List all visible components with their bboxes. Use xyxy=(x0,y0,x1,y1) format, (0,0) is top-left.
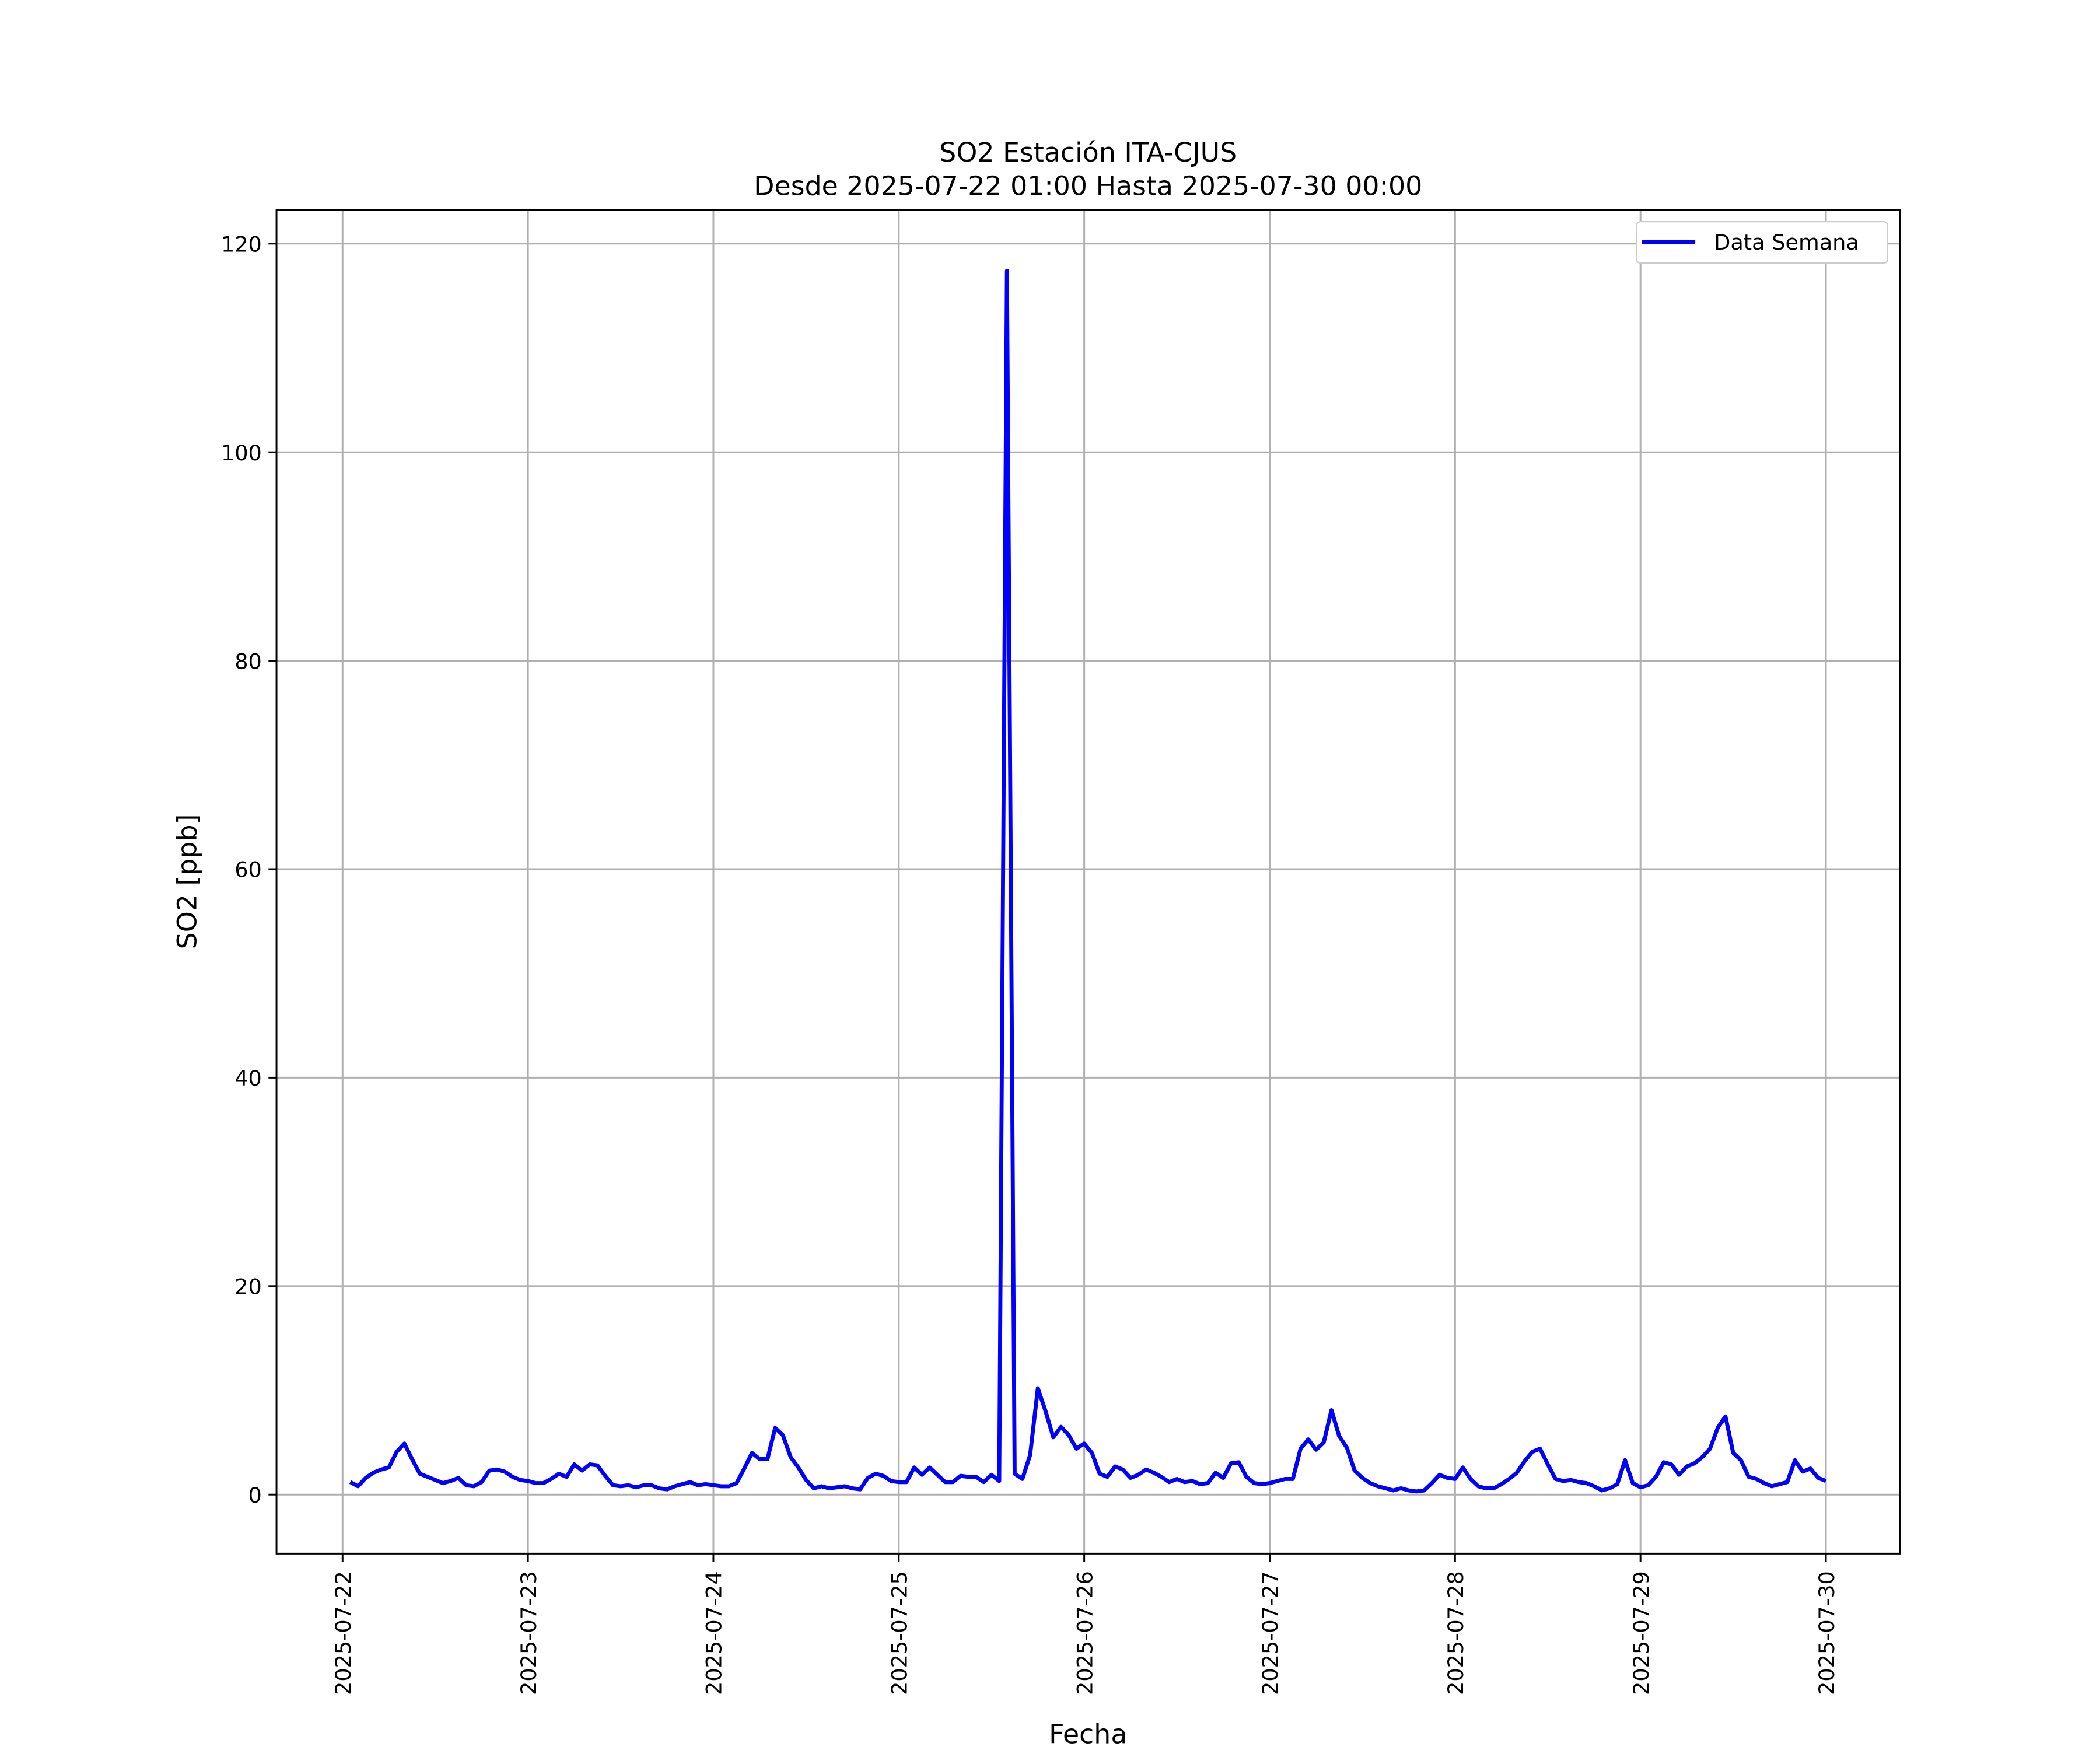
legend-label: Data Semana xyxy=(1714,230,1859,255)
y-tick-label: 0 xyxy=(249,1483,262,1508)
y-tick-label: 120 xyxy=(221,232,262,257)
chart-title: SO2 Estación ITA-CJUS xyxy=(939,136,1237,168)
x-tick-label: 2025-07-22 xyxy=(331,1571,356,1695)
x-tick-label: 2025-07-26 xyxy=(1072,1571,1097,1695)
y-tick-label: 80 xyxy=(235,649,262,674)
y-tick-label: 100 xyxy=(221,440,262,466)
grid xyxy=(276,209,1900,1554)
y-tick-label: 20 xyxy=(235,1275,262,1300)
chart-subtitle: Desde 2025-07-22 01:00 Hasta 2025-07-30 … xyxy=(754,170,1422,201)
y-tick-label: 60 xyxy=(235,858,262,883)
y-tick-label: 40 xyxy=(235,1066,262,1091)
x-tick-label: 2025-07-25 xyxy=(887,1571,912,1695)
x-tick-label: 2025-07-24 xyxy=(702,1571,727,1695)
x-axis-label: Fecha xyxy=(1049,1718,1127,1750)
y-axis-label: SO2 [ppb] xyxy=(172,814,203,950)
data-line xyxy=(349,268,1827,1494)
x-tick-label: 2025-07-30 xyxy=(1814,1571,1839,1695)
x-tick-label: 2025-07-28 xyxy=(1443,1571,1468,1695)
x-tick-label: 2025-07-27 xyxy=(1258,1571,1283,1695)
x-tick-label: 2025-07-23 xyxy=(516,1571,541,1695)
axes-frame xyxy=(275,209,1901,1555)
plot-area xyxy=(349,268,1827,1494)
legend-box xyxy=(1636,221,1889,264)
x-tick-label: 2025-07-29 xyxy=(1629,1571,1654,1695)
legend: Data Semana xyxy=(1636,221,1889,264)
